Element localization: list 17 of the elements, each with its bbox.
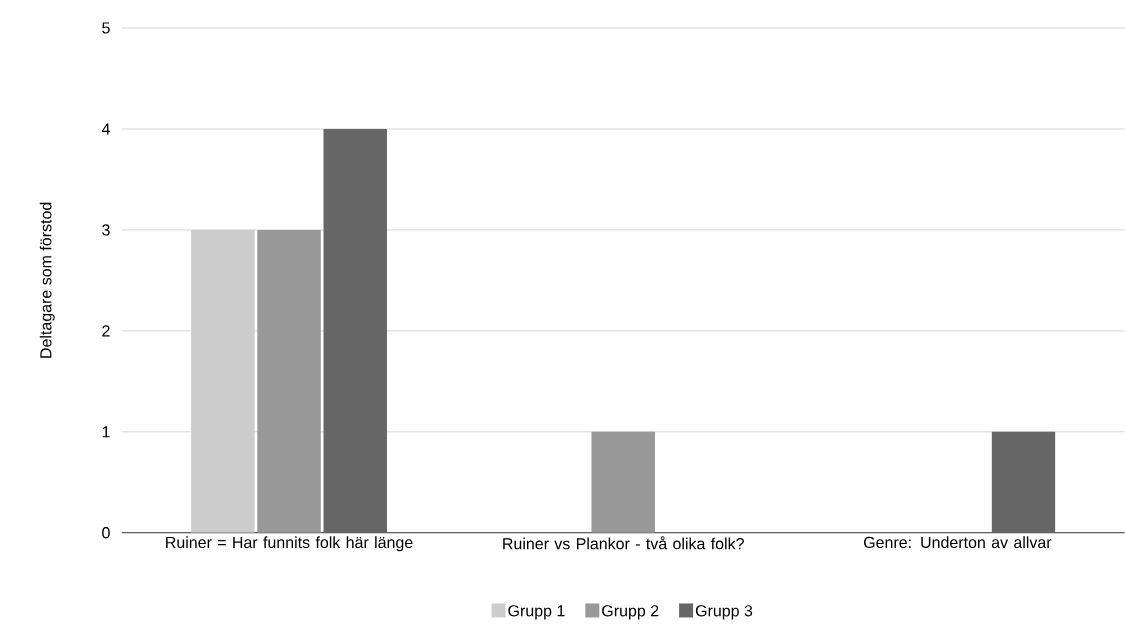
bar (257, 230, 321, 533)
x-tick-label: Ruiner = Har funnits folk här länge (166, 536, 413, 552)
x-tick-label: Ruiner vs Plankor - två olika folk? (503, 536, 744, 550)
legend-label: Grupp 1 (508, 605, 565, 620)
y-axis-title: Deltagare som förstod (39, 202, 55, 358)
y-tick-label: 0 (102, 527, 110, 539)
bar (323, 129, 387, 533)
bar (991, 431, 1056, 533)
legend-label: Grupp 2 (602, 605, 659, 620)
y-tick-label: 2 (102, 325, 110, 337)
y-tick-label: 3 (102, 224, 110, 236)
legend-label: Grupp 3 (695, 605, 753, 620)
x-tick-label: Genre: Underton av allvar (863, 536, 1052, 549)
bar (591, 431, 655, 533)
y-tick-label: 4 (101, 123, 110, 135)
y-tick-label: 1 (102, 426, 110, 438)
y-tick-label: 5 (102, 22, 110, 34)
